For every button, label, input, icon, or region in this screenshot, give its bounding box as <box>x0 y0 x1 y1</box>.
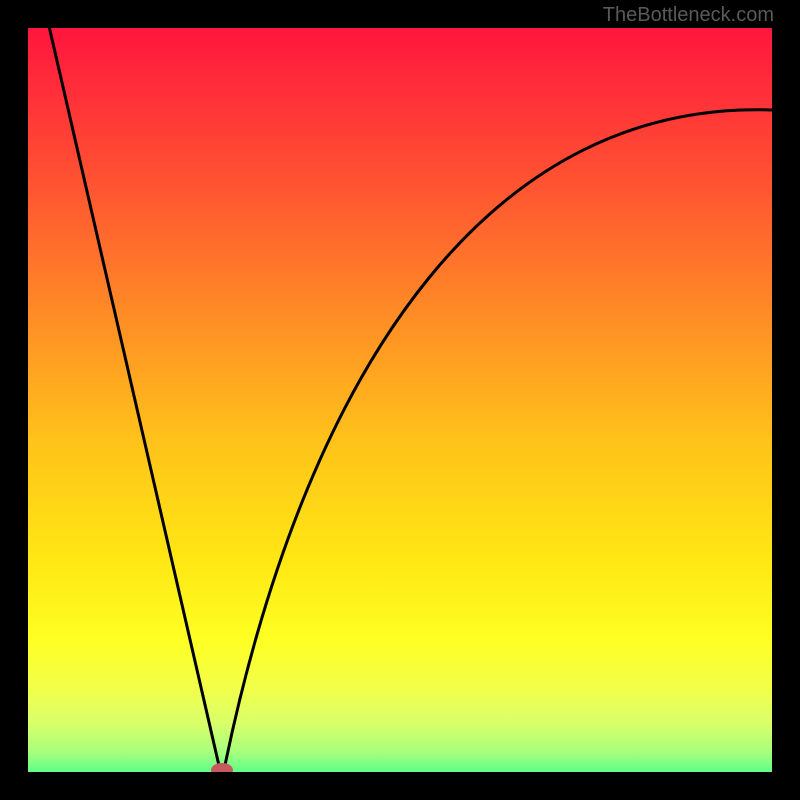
background-gradient <box>0 0 800 800</box>
chart-frame: TheBottleneck.com <box>0 0 800 800</box>
watermark-text: TheBottleneck.com <box>603 4 774 27</box>
frame-border-bottom <box>0 772 800 800</box>
frame-border-right <box>772 0 800 800</box>
frame-border-left <box>0 0 28 800</box>
